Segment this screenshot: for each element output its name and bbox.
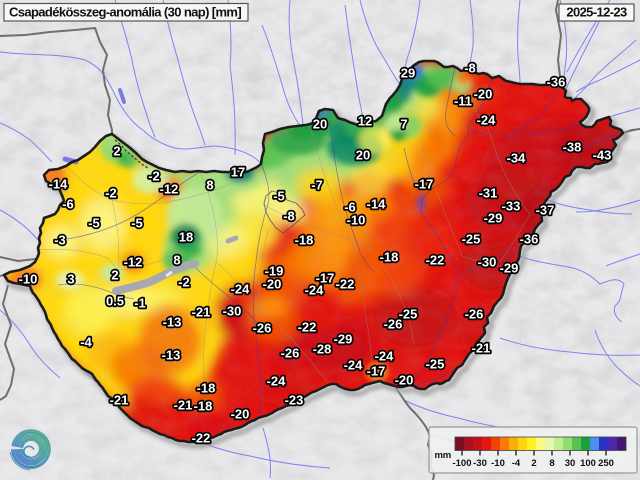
svg-text:-29: -29 bbox=[484, 211, 503, 226]
svg-text:-3: -3 bbox=[54, 233, 66, 248]
svg-text:-12: -12 bbox=[124, 255, 143, 270]
svg-text:29: 29 bbox=[401, 66, 415, 81]
svg-text:-6: -6 bbox=[344, 200, 356, 215]
svg-text:-18: -18 bbox=[380, 250, 399, 265]
svg-text:-31: -31 bbox=[479, 186, 498, 201]
svg-text:-21: -21 bbox=[174, 398, 193, 413]
svg-text:-28: -28 bbox=[313, 342, 332, 357]
svg-text:8: 8 bbox=[173, 253, 180, 268]
svg-text:-14: -14 bbox=[49, 177, 69, 192]
svg-text:2: 2 bbox=[113, 144, 120, 159]
svg-text:-6: -6 bbox=[62, 197, 74, 212]
svg-text:2: 2 bbox=[531, 458, 536, 469]
svg-text:-22: -22 bbox=[426, 253, 445, 268]
svg-text:17: 17 bbox=[231, 165, 245, 180]
svg-text:-8: -8 bbox=[283, 209, 295, 224]
svg-text:-43: -43 bbox=[593, 148, 612, 163]
svg-text:12: 12 bbox=[358, 114, 372, 129]
svg-text:-30: -30 bbox=[223, 304, 242, 319]
svg-text:20: 20 bbox=[356, 148, 370, 163]
svg-text:-5: -5 bbox=[131, 216, 143, 231]
svg-text:-24: -24 bbox=[375, 349, 395, 364]
svg-text:-26: -26 bbox=[281, 346, 300, 361]
svg-text:-2: -2 bbox=[148, 169, 160, 184]
svg-text:-24: -24 bbox=[305, 283, 325, 298]
svg-text:-36: -36 bbox=[520, 232, 539, 247]
svg-text:-17: -17 bbox=[316, 271, 335, 286]
svg-text:-13: -13 bbox=[163, 315, 182, 330]
svg-text:2025-12-23: 2025-12-23 bbox=[566, 5, 627, 20]
svg-text:-24: -24 bbox=[267, 374, 287, 389]
svg-text:-14: -14 bbox=[367, 197, 387, 212]
svg-text:-19: -19 bbox=[265, 264, 284, 279]
svg-text:-25: -25 bbox=[462, 232, 481, 247]
svg-text:0.5: 0.5 bbox=[106, 294, 124, 309]
svg-text:-30: -30 bbox=[478, 255, 497, 270]
svg-text:-5: -5 bbox=[273, 189, 285, 204]
svg-text:-38: -38 bbox=[563, 140, 582, 155]
svg-text:-26: -26 bbox=[384, 317, 403, 332]
svg-text:-10: -10 bbox=[491, 458, 505, 469]
svg-text:mm: mm bbox=[435, 450, 452, 461]
svg-text:-5: -5 bbox=[88, 216, 100, 231]
svg-text:-12: -12 bbox=[160, 182, 179, 197]
svg-text:-1: -1 bbox=[134, 296, 146, 311]
svg-text:-18: -18 bbox=[295, 233, 314, 248]
svg-text:-18: -18 bbox=[194, 399, 213, 414]
svg-text:-24: -24 bbox=[477, 113, 497, 128]
svg-text:7: 7 bbox=[400, 117, 407, 132]
svg-text:-11: -11 bbox=[454, 94, 472, 109]
svg-text:-37: -37 bbox=[536, 203, 555, 218]
svg-text:-4: -4 bbox=[80, 335, 92, 350]
svg-text:8: 8 bbox=[549, 458, 554, 469]
svg-text:-100: -100 bbox=[452, 458, 471, 469]
svg-text:-29: -29 bbox=[334, 332, 353, 347]
svg-text:-22: -22 bbox=[192, 431, 211, 446]
svg-text:-22: -22 bbox=[336, 277, 355, 292]
svg-text:-30: -30 bbox=[473, 458, 487, 469]
svg-text:-34: -34 bbox=[507, 151, 527, 166]
svg-text:-24: -24 bbox=[231, 282, 251, 297]
svg-text:-36: -36 bbox=[547, 75, 566, 90]
svg-text:18: 18 bbox=[179, 230, 193, 245]
svg-text:-26: -26 bbox=[465, 307, 484, 322]
svg-text:250: 250 bbox=[598, 458, 614, 469]
svg-text:-26: -26 bbox=[253, 321, 272, 336]
svg-text:-21: -21 bbox=[472, 341, 491, 356]
svg-text:-24: -24 bbox=[344, 358, 364, 373]
svg-text:8: 8 bbox=[206, 178, 213, 193]
svg-text:100: 100 bbox=[580, 458, 596, 469]
svg-text:-22: -22 bbox=[298, 320, 317, 335]
svg-text:-21: -21 bbox=[110, 393, 129, 408]
svg-text:-10: -10 bbox=[19, 272, 38, 287]
svg-text:-7: -7 bbox=[311, 178, 323, 193]
svg-text:-25: -25 bbox=[399, 307, 418, 322]
svg-text:-17: -17 bbox=[415, 177, 434, 192]
svg-text:-18: -18 bbox=[197, 381, 216, 396]
svg-text:-17: -17 bbox=[367, 364, 386, 379]
svg-text:-20: -20 bbox=[474, 87, 493, 102]
svg-text:2: 2 bbox=[111, 268, 118, 283]
svg-text:-29: -29 bbox=[500, 261, 519, 276]
svg-text:-23: -23 bbox=[285, 393, 304, 408]
svg-text:-4: -4 bbox=[512, 458, 521, 469]
svg-text:Csapadékösszeg-anomália (30 na: Csapadékösszeg-anomália (30 nap) [mm] bbox=[9, 5, 241, 20]
svg-text:-8: -8 bbox=[464, 61, 476, 76]
svg-text:-13: -13 bbox=[162, 348, 181, 363]
svg-text:-33: -33 bbox=[502, 199, 521, 214]
svg-text:3: 3 bbox=[67, 272, 74, 287]
svg-text:-21: -21 bbox=[192, 305, 211, 320]
svg-text:-20: -20 bbox=[263, 277, 282, 292]
svg-text:20: 20 bbox=[313, 117, 327, 132]
svg-text:-2: -2 bbox=[105, 186, 117, 201]
svg-text:-25: -25 bbox=[426, 357, 445, 372]
svg-text:-20: -20 bbox=[395, 373, 414, 388]
svg-text:-20: -20 bbox=[231, 407, 250, 422]
svg-text:-10: -10 bbox=[347, 213, 366, 228]
svg-text:30: 30 bbox=[565, 458, 576, 469]
svg-text:-2: -2 bbox=[178, 275, 190, 290]
